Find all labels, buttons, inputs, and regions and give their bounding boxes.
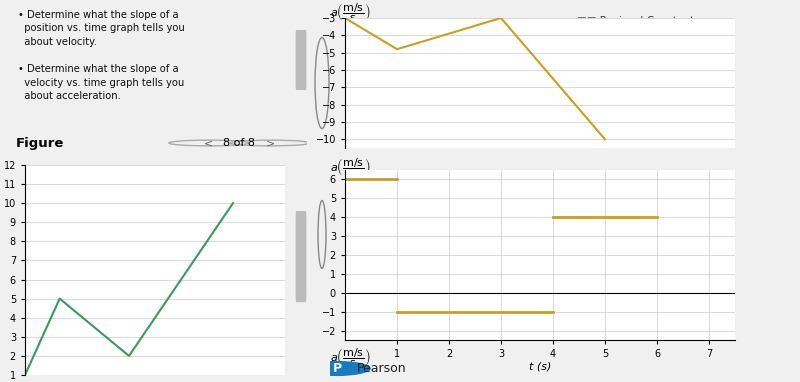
Text: P: P [333, 362, 342, 375]
Text: $a\left(\dfrac{\mathrm{m/s}}{\mathrm{s}}\right)$: $a\left(\dfrac{\mathrm{m/s}}{\mathrm{s}}… [330, 347, 370, 369]
Text: Pearson: Pearson [357, 362, 406, 375]
Text: • Determine what the slope of a
  position vs. time graph tells you
  about velo: • Determine what the slope of a position… [18, 10, 185, 101]
Text: $a\left(\dfrac{\mathrm{m/s}}{\mathrm{s}}\right)$: $a\left(\dfrac{\mathrm{m/s}}{\mathrm{s}}… [330, 157, 370, 180]
Text: ■■ Review | Constants: ■■ Review | Constants [577, 15, 699, 26]
Text: >: > [266, 138, 274, 148]
Text: $a\left(\dfrac{\mathrm{m/s}}{\mathrm{s}}\right)$: $a\left(\dfrac{\mathrm{m/s}}{\mathrm{s}}… [330, 2, 370, 24]
Y-axis label: v (m/s): v (m/s) [0, 250, 1, 290]
X-axis label: t (s): t (s) [529, 362, 551, 372]
FancyBboxPatch shape [296, 30, 306, 90]
Text: 8 of 8: 8 of 8 [223, 138, 255, 148]
Text: Figure: Figure [15, 136, 64, 149]
FancyBboxPatch shape [296, 211, 306, 302]
Circle shape [303, 361, 371, 376]
Text: <: < [204, 138, 214, 148]
